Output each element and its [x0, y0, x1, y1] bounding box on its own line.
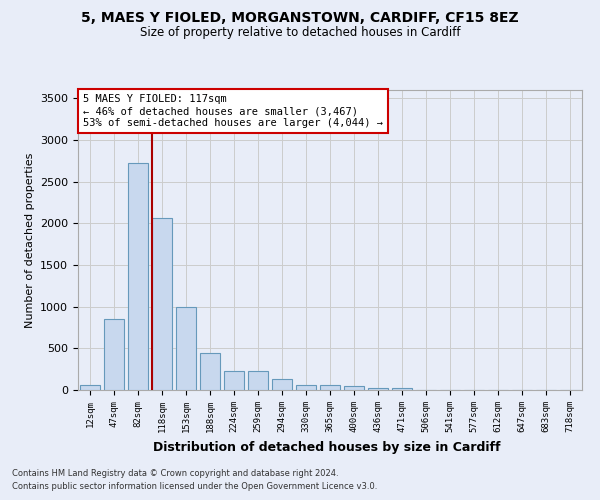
Text: 5 MAES Y FIOLED: 117sqm
← 46% of detached houses are smaller (3,467)
53% of semi: 5 MAES Y FIOLED: 117sqm ← 46% of detache… — [83, 94, 383, 128]
Bar — [272, 379, 292, 390]
Bar — [224, 371, 244, 390]
Bar — [392, 388, 412, 390]
Bar — [320, 386, 340, 390]
Bar — [128, 164, 148, 390]
Bar — [176, 306, 196, 390]
Bar — [368, 388, 388, 390]
Bar — [80, 385, 100, 390]
Bar — [104, 319, 124, 390]
Text: Size of property relative to detached houses in Cardiff: Size of property relative to detached ho… — [140, 26, 460, 39]
Text: Contains HM Land Registry data © Crown copyright and database right 2024.: Contains HM Land Registry data © Crown c… — [12, 468, 338, 477]
Text: 5, MAES Y FIOLED, MORGANSTOWN, CARDIFF, CF15 8EZ: 5, MAES Y FIOLED, MORGANSTOWN, CARDIFF, … — [81, 11, 519, 25]
Text: Distribution of detached houses by size in Cardiff: Distribution of detached houses by size … — [153, 441, 501, 454]
Bar — [200, 352, 220, 390]
Bar — [248, 371, 268, 390]
Bar — [296, 385, 316, 390]
Text: Contains public sector information licensed under the Open Government Licence v3: Contains public sector information licen… — [12, 482, 377, 491]
Y-axis label: Number of detached properties: Number of detached properties — [25, 152, 35, 328]
Bar — [152, 218, 172, 390]
Bar — [344, 386, 364, 390]
